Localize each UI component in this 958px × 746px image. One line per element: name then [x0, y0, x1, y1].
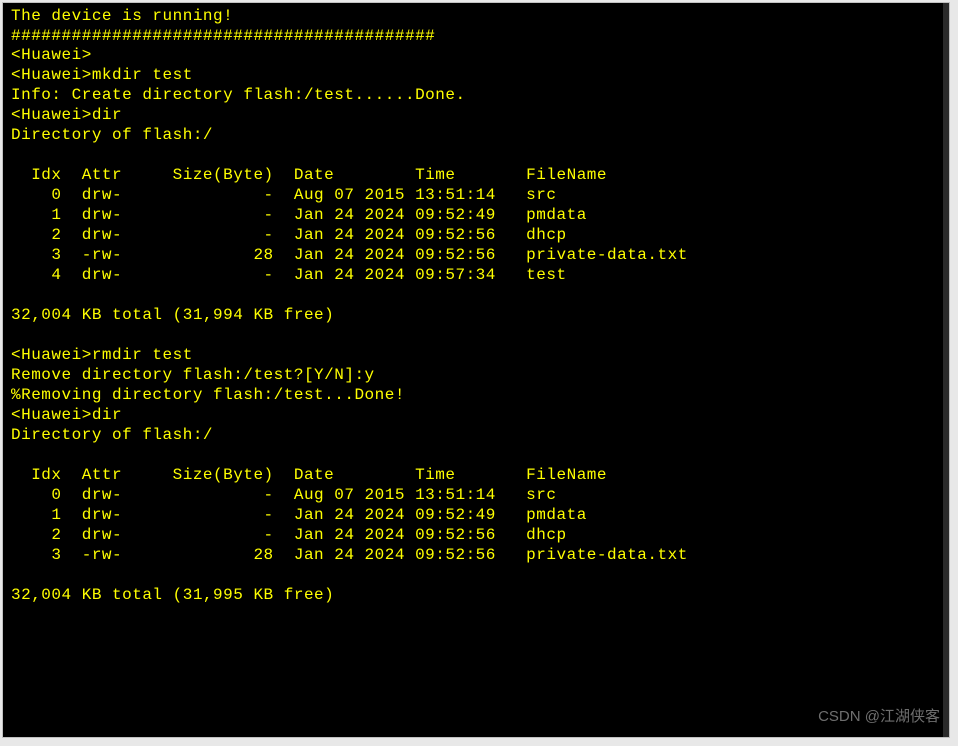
terminal-line: <Huawei>mkdir test: [3, 65, 949, 85]
status-message: The device is running!: [3, 3, 949, 27]
separator-line: ########################################…: [3, 27, 949, 45]
terminal-line: %Removing directory flash:/test...Done!: [3, 385, 949, 405]
dir-row: 2 drw- - Jan 24 2024 09:52:56 dhcp: [3, 225, 949, 245]
terminal-line: Directory of flash:/: [3, 125, 949, 145]
terminal-line: [3, 565, 949, 585]
terminal-line: <Huawei>rmdir test: [3, 345, 949, 365]
terminal-line: Info: Create directory flash:/test......…: [3, 85, 949, 105]
scrollbar-track[interactable]: [943, 3, 949, 737]
dir-row: 1 drw- - Jan 24 2024 09:52:49 pmdata: [3, 205, 949, 225]
dir-header: Idx Attr Size(Byte) Date Time FileName: [3, 165, 949, 185]
terminal-line: Remove directory flash:/test?[Y/N]:y: [3, 365, 949, 385]
dir-row: 0 drw- - Aug 07 2015 13:51:14 src: [3, 485, 949, 505]
dir-row: 3 -rw- 28 Jan 24 2024 09:52:56 private-d…: [3, 245, 949, 265]
dir-row: 1 drw- - Jan 24 2024 09:52:49 pmdata: [3, 505, 949, 525]
dir-row: 4 drw- - Jan 24 2024 09:57:34 test: [3, 265, 949, 285]
disk-summary: 32,004 KB total (31,995 KB free): [3, 585, 949, 605]
terminal-line: <Huawei>dir: [3, 105, 949, 125]
disk-summary: 32,004 KB total (31,994 KB free): [3, 305, 949, 325]
dir-header: Idx Attr Size(Byte) Date Time FileName: [3, 465, 949, 485]
terminal-line: <Huawei>dir: [3, 405, 949, 425]
terminal-line: [3, 445, 949, 465]
terminal-line: [3, 325, 949, 345]
terminal-line: Directory of flash:/: [3, 425, 949, 445]
dir-row: 2 drw- - Jan 24 2024 09:52:56 dhcp: [3, 525, 949, 545]
terminal-window[interactable]: The device is running! #################…: [2, 2, 950, 738]
terminal-line: [3, 285, 949, 305]
dir-row: 3 -rw- 28 Jan 24 2024 09:52:56 private-d…: [3, 545, 949, 565]
dir-row: 0 drw- - Aug 07 2015 13:51:14 src: [3, 185, 949, 205]
terminal-line: [3, 145, 949, 165]
terminal-line: <Huawei>: [3, 45, 949, 65]
